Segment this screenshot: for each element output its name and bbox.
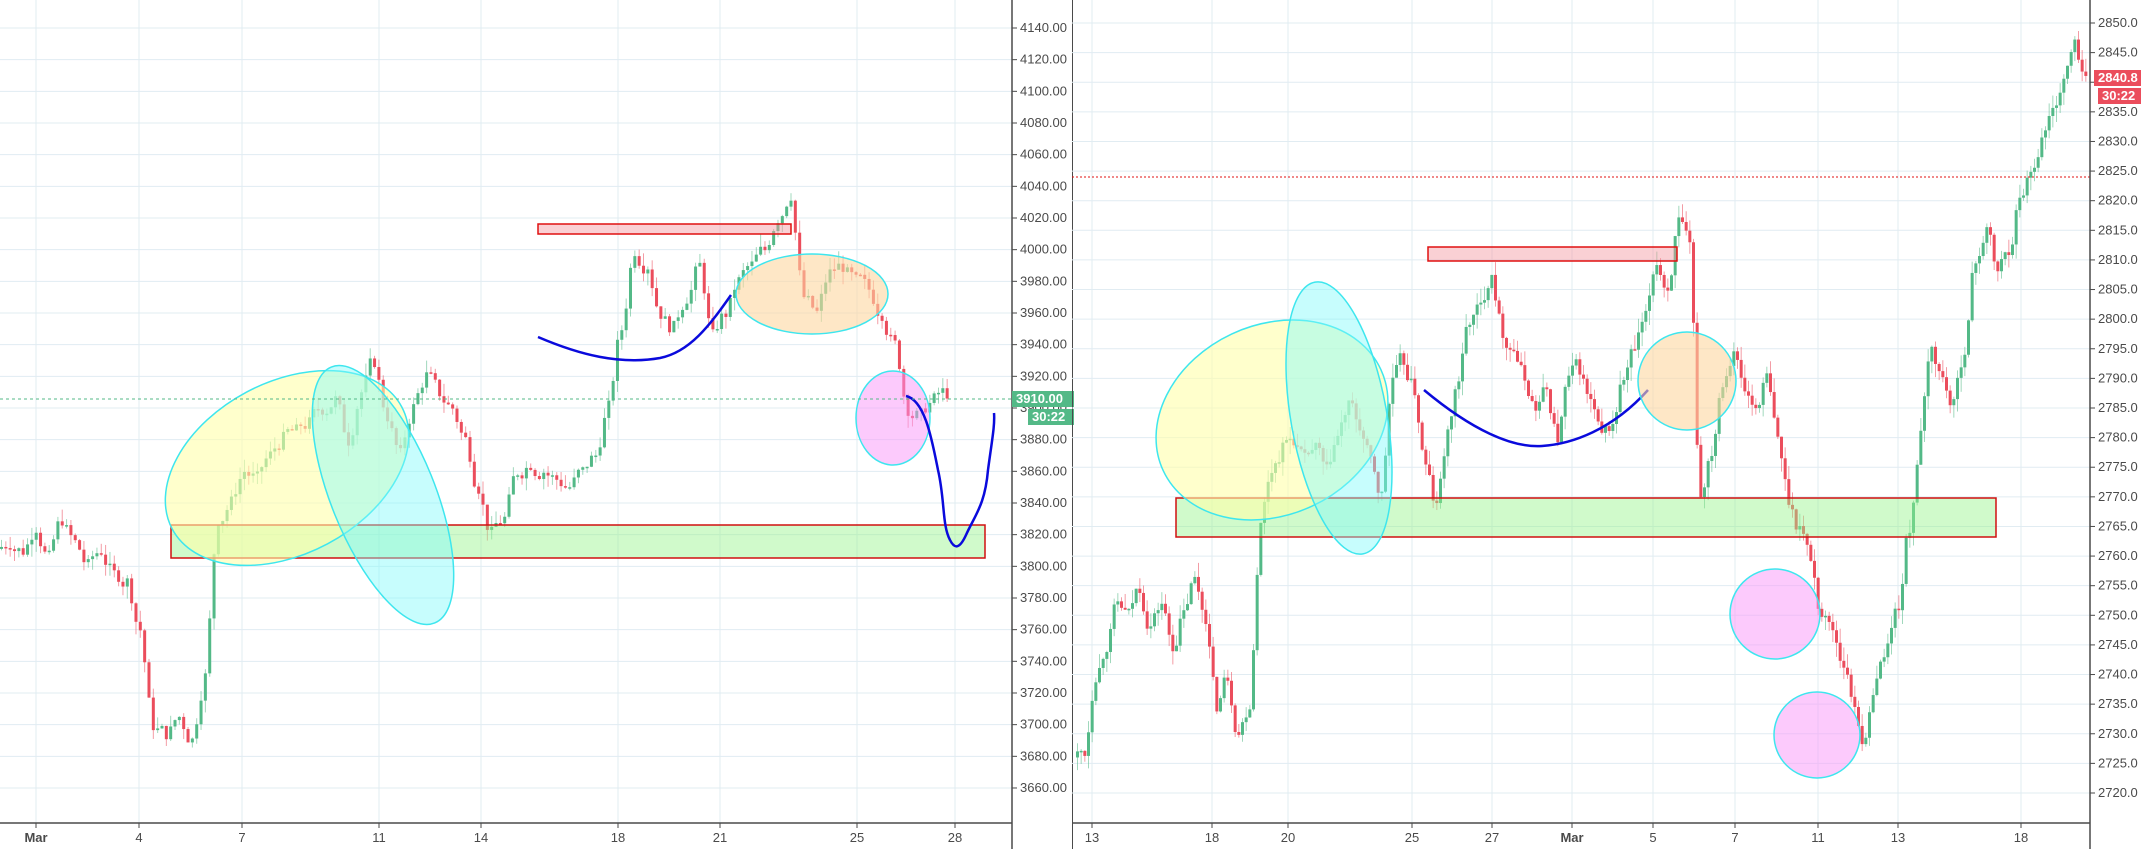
price-tick-label: 2730.0 [2098,726,2138,741]
price-tick-label: 3940.00 [1020,337,1067,352]
price-tick-label: 3660.00 [1020,780,1067,795]
price-tick-label: 2720.0 [2098,785,2138,800]
price-tick-label: 3760.00 [1020,622,1067,637]
price-tick-label: 2785.0 [2098,400,2138,415]
price-tick-label: 2780.0 [2098,430,2138,445]
left-time-axis[interactable]: Mar 4 7 11 14 18 21 25 28 [24,823,962,845]
price-tick-label: 3860.00 [1020,463,1067,478]
date-tick-label: 4 [135,830,142,845]
date-tick-label: 27 [1485,830,1499,845]
left-chart[interactable]: 4140.00 4120.00 4100.00 4080.00 4060.00 4040.… [0,0,1072,849]
rounded-bottom-arc[interactable] [537,294,733,362]
price-tick-label: 2835.0 [2098,104,2138,119]
right-chart[interactable]: 2850.02845.02840.02835.02830.02825.02820… [1072,0,2141,849]
orange-ellipse[interactable] [735,253,889,335]
price-tick-label: 3980.00 [1020,273,1067,288]
price-tick-label: 4060.00 [1020,147,1067,162]
price-tick-label: 3880.00 [1020,432,1067,447]
date-tick-label: 7 [1731,830,1738,845]
date-tick-label: 20 [1281,830,1295,845]
date-tick-label: 13 [1891,830,1905,845]
price-tick-label: 2795.0 [2098,341,2138,356]
price-tick-label: 2760.0 [2098,548,2138,563]
price-tick-label: 3820.00 [1020,527,1067,542]
price-tick-label: 3920.00 [1020,368,1067,383]
right-price-axis[interactable]: 2850.02845.02840.02835.02830.02825.02820… [2090,15,2138,800]
date-tick-label: 13 [1085,830,1099,845]
date-tick-label: 18 [611,830,625,845]
date-tick-label: 21 [713,830,727,845]
countdown-tag: 30:22 [1028,409,1074,425]
price-tick-label: 2755.0 [2098,578,2138,593]
price-tick-label: 3960.00 [1020,305,1067,320]
projected-v-path[interactable] [905,394,996,548]
date-tick-label: 11 [1811,830,1825,845]
price-tick-label: 4100.00 [1020,83,1067,98]
resistance-zone[interactable] [1427,246,1678,262]
countdown-tag-right: 30:22 [2098,88,2141,104]
left-annotations [132,223,996,643]
right-annotations [1123,246,1997,779]
date-tick-label: Mar [1560,830,1583,845]
date-tick-label: 7 [238,830,245,845]
price-tick-label: 2740.0 [2098,667,2138,682]
price-tick-label: 2830.0 [2098,133,2138,148]
date-tick-label: 5 [1649,830,1656,845]
cyan-ellipse[interactable] [1268,274,1410,562]
date-tick-label: 14 [474,830,488,845]
price-tick-label: 2765.0 [2098,518,2138,533]
yellow-ellipse[interactable] [1123,283,1421,557]
price-tick-label: 4080.00 [1020,115,1067,130]
price-tick-label: 3840.00 [1020,495,1067,510]
yellow-ellipse[interactable] [132,331,442,605]
price-tick-label: 2770.0 [2098,489,2138,504]
price-tick-label: 4140.00 [1020,20,1067,35]
price-tick-label: 4020.00 [1020,210,1067,225]
pink-circle-upper[interactable] [1729,568,1821,660]
last-price-tag-right: 2840.8 [2094,70,2141,86]
pink-ellipse[interactable] [855,370,931,466]
price-tick-label: 2845.0 [2098,45,2138,60]
price-tick-label: 2790.0 [2098,370,2138,385]
price-tick-label: 4120.00 [1020,52,1067,67]
price-tick-label: 4000.00 [1020,242,1067,257]
price-tick-label: 2775.0 [2098,459,2138,474]
pink-circle-lower[interactable] [1773,691,1861,779]
date-tick-label: 18 [1205,830,1219,845]
price-tick-label: 3740.00 [1020,653,1067,668]
price-tick-label: 2735.0 [2098,696,2138,711]
price-tick-label: 2750.0 [2098,607,2138,622]
price-tick-label: 3720.00 [1020,685,1067,700]
price-tick-label: 2800.0 [2098,311,2138,326]
date-tick-label: 18 [2014,830,2028,845]
price-tick-label: 2820.0 [2098,193,2138,208]
resistance-zone[interactable] [537,223,792,235]
left-grid [0,0,1012,823]
price-tick-label: 2850.0 [2098,15,2138,30]
price-tick-label: 2810.0 [2098,252,2138,267]
cyan-ellipse[interactable] [283,348,483,643]
price-tick-label: 2805.0 [2098,282,2138,297]
date-tick-label: Mar [24,830,47,845]
price-tick-label: 2825.0 [2098,163,2138,178]
price-tick-label: 3800.00 [1020,558,1067,573]
left-price-axis[interactable]: 4140.00 4120.00 4100.00 4080.00 4060.00 4040.… [1012,20,1067,795]
price-tick-label: 2745.0 [2098,637,2138,652]
price-tick-label: 3680.00 [1020,748,1067,763]
price-tick-label: 4040.00 [1020,178,1067,193]
date-tick-label: 25 [850,830,864,845]
panel-divider [1072,0,1073,849]
rounded-bottom-arc[interactable] [1423,389,1649,448]
orange-circle[interactable] [1637,331,1737,431]
price-tick-label: 3780.00 [1020,590,1067,605]
date-tick-label: 11 [372,830,386,845]
last-price-tag: 3910.00 [1012,391,1074,407]
price-tick-label: 2725.0 [2098,755,2138,770]
date-tick-label: 28 [948,830,962,845]
price-tick-label: 2815.0 [2098,222,2138,237]
right-time-axis[interactable]: 13 18 20 25 27 Mar 5 7 11 13 18 [1085,823,2028,845]
price-tick-label: 3700.00 [1020,717,1067,732]
date-tick-label: 25 [1405,830,1419,845]
